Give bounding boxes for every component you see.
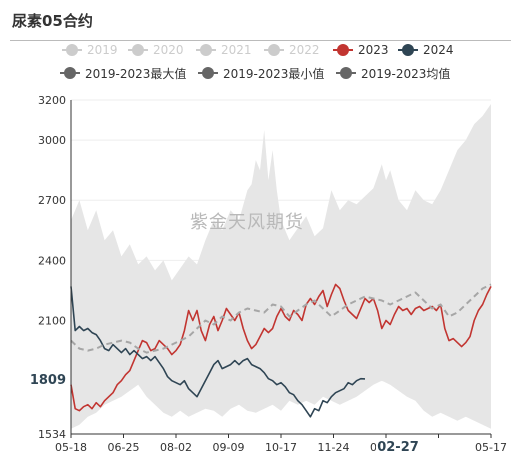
legend-marker-icon (336, 66, 356, 80)
legend-item-min[interactable]: 2019-2023最小值 (198, 65, 324, 81)
series-line-2024 (70, 286, 366, 418)
legend-item-2022[interactable]: 2022 (264, 42, 320, 58)
legend-label: 2019-2023最大值 (85, 66, 187, 81)
legend-marker-icon (198, 66, 218, 80)
legend-label: 2019-2023最小值 (223, 66, 325, 81)
watermark: 紫金天风期货 (190, 212, 304, 233)
legend-item-2024[interactable]: 2024 (398, 42, 454, 58)
crosshair-y-label: 1809 (30, 373, 66, 388)
legend-label: 2021 (221, 43, 252, 57)
legend-marker-icon (333, 43, 353, 57)
y-tick-label: 2100 (38, 315, 66, 328)
legend-marker-icon (60, 66, 80, 80)
legend: 2019 2020 2021 2022 2023 2024 2019-2023最… (0, 0, 521, 90)
x-tick-label: 06-25 (108, 441, 140, 454)
legend-label: 2024 (423, 43, 454, 57)
series-line-2023 (70, 283, 492, 412)
y-tick-label: 1534 (38, 428, 66, 441)
y-tick-label: 2400 (38, 254, 66, 267)
legend-label: 2020 (153, 43, 184, 57)
title-divider (10, 40, 511, 41)
crosshair-x-label-bg (376, 439, 420, 455)
range-band (71, 104, 491, 429)
legend-item-max[interactable]: 2019-2023最大值 (60, 65, 186, 81)
legend-item-2019[interactable]: 2019 (62, 42, 118, 58)
legend-item-2021[interactable]: 2021 (196, 42, 252, 58)
legend-label: 2023 (358, 43, 389, 57)
x-tick-label: 11-24 (318, 441, 350, 454)
x-tick-label: 09-09 (213, 441, 245, 454)
legend-item-2023[interactable]: 2023 (333, 42, 389, 58)
legend-label: 2022 (289, 43, 320, 57)
legend-label: 2019 (87, 43, 118, 57)
chart-title: 尿素05合约 (12, 12, 93, 30)
y-tick-label: 3000 (38, 134, 66, 147)
series-line-20192023 (70, 283, 492, 354)
x-tick-label: 05-17 (475, 441, 507, 454)
legend-marker-icon (128, 43, 148, 57)
legend-label: 2019-2023均值 (361, 66, 451, 81)
y-tick-label: 3200 (38, 94, 66, 107)
crosshair-y-label-bg (26, 368, 68, 387)
legend-marker-icon (264, 43, 284, 57)
x-tick-label: 05-18 (55, 441, 87, 454)
x-tick-label: 10-17 (265, 441, 297, 454)
x-tick-label: 08-02 (160, 441, 192, 454)
legend-marker-icon (62, 43, 82, 57)
crosshair-x-label: 02-27 (377, 440, 419, 455)
legend-item-2020[interactable]: 2020 (128, 42, 184, 58)
legend-marker-icon (196, 43, 216, 57)
y-tick-label: 2700 (38, 194, 66, 207)
legend-item-mean[interactable]: 2019-2023均值 (336, 65, 450, 81)
legend-marker-icon (398, 43, 418, 57)
